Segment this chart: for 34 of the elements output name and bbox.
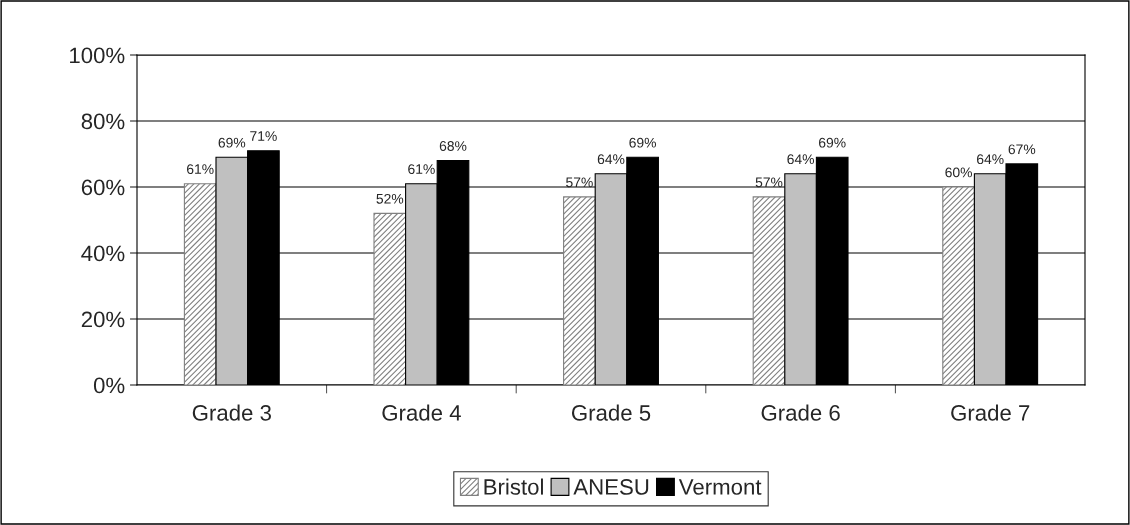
x-tick-label: Grade 5 [571, 404, 651, 421]
y-tick-label: 100% [70, 47, 125, 64]
data-label: 57% [566, 177, 593, 188]
bar [752, 196, 786, 385]
y-tick-label: 80% [81, 113, 125, 130]
bar [373, 212, 407, 385]
data-label: 61% [408, 164, 435, 175]
x-tick-label: Grade 3 [192, 404, 271, 421]
bar [183, 183, 217, 385]
data-label: 69% [629, 137, 657, 148]
bar [563, 196, 596, 385]
legend-label: Vermont [678, 479, 762, 495]
data-label: 64% [787, 154, 815, 165]
legend-label: ANESU [573, 479, 649, 495]
y-tick-label: 40% [81, 245, 125, 262]
data-label: 61% [187, 164, 214, 175]
y-tick-label: 60% [81, 179, 125, 196]
x-tick-label: Grade 4 [382, 404, 461, 421]
data-label: 52% [376, 193, 404, 204]
data-label: 71% [250, 131, 277, 141]
data-label: 67% [1008, 144, 1036, 155]
x-tick-label: Grade 7 [951, 404, 1030, 421]
data-label: 69% [218, 137, 246, 148]
data-label: 57% [755, 177, 783, 188]
data-label: 64% [977, 154, 1004, 165]
y-tick-label: 0% [93, 377, 125, 394]
y-tick-label: 20% [81, 311, 125, 328]
data-label: 69% [819, 137, 846, 148]
bar [942, 186, 975, 385]
data-label: 68% [439, 141, 467, 151]
x-tick-label: Grade 6 [761, 404, 840, 421]
data-label: 64% [597, 154, 625, 165]
data-label: 60% [945, 167, 973, 178]
legend-label: Bristol [484, 478, 543, 495]
